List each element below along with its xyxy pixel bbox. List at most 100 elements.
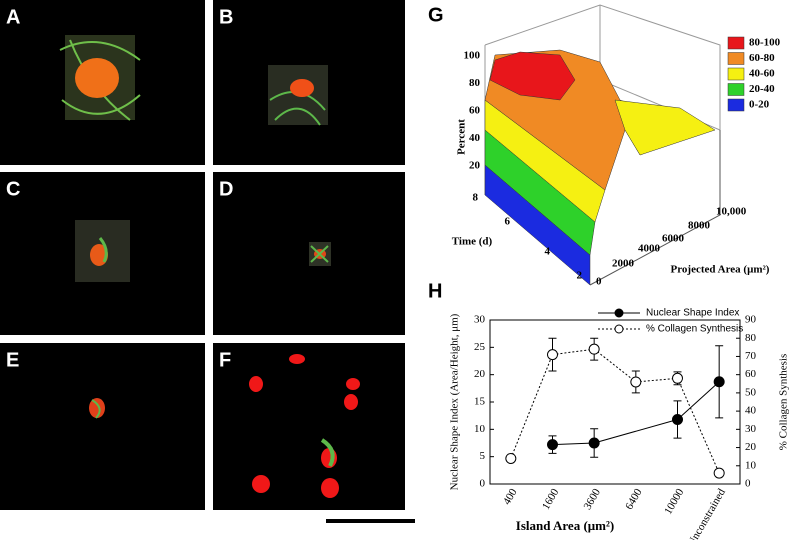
data-point <box>713 467 725 479</box>
x-tick-label: 3600 <box>582 486 604 511</box>
panel-label: G <box>428 4 444 26</box>
x-tick-label: 4000 <box>638 243 661 255</box>
x-tick-label: 1600 <box>540 486 562 511</box>
z-tick-label: 80 <box>469 77 481 89</box>
y-tick-label: 5 <box>480 450 486 462</box>
panel-f-image <box>213 343 405 510</box>
legend-label: 80-100 <box>749 37 781 49</box>
nucleus-e <box>89 398 105 418</box>
y2-tick-label: 70 <box>745 350 757 362</box>
y-tick-label: 4 <box>545 246 551 258</box>
y2-tick-label: 80 <box>745 332 757 344</box>
series-segment <box>677 381 720 420</box>
legend-swatch <box>727 83 745 96</box>
legend-label: Nuclear Shape Index <box>646 308 739 319</box>
surface-plot <box>484 4 721 286</box>
x-tick-label: 10,000 <box>716 206 747 218</box>
surface-peak <box>489 51 576 101</box>
y-tick-label: 30 <box>474 314 486 326</box>
y2-tick-label: 10 <box>745 459 757 471</box>
micrographs: A B C D E F G H <box>0 0 444 523</box>
fibers-f <box>320 438 335 467</box>
series-segment <box>552 442 595 446</box>
series-segment <box>552 348 595 356</box>
y-axis-label: Nuclear Shape Index (Area/Height, μm) <box>449 313 461 490</box>
series-segment <box>594 419 678 444</box>
legend-marker <box>614 308 624 318</box>
data-point <box>588 343 600 355</box>
x-tick-label: 6400 <box>623 486 645 511</box>
y-tick-label: 8 <box>473 192 479 204</box>
x-tick-label: 10000 <box>662 486 686 516</box>
panel-label: A <box>6 6 20 28</box>
data-point <box>672 372 683 384</box>
y2-tick-label: 50 <box>745 386 757 398</box>
panel-label: H <box>428 280 442 302</box>
nucleus-b <box>290 79 314 97</box>
panel-label: B <box>219 6 233 28</box>
z-tick-label: 60 <box>469 105 481 117</box>
x-axis-label: Projected Area (μm²) <box>671 264 770 276</box>
y2-tick-label: 30 <box>745 423 757 435</box>
panel-label: D <box>219 178 233 200</box>
legend-label: 40-60 <box>749 68 775 80</box>
plot-frame <box>489 319 741 485</box>
panel-e-image <box>0 343 205 510</box>
z-tick-label: 100 <box>464 50 481 62</box>
legend-marker <box>614 324 624 334</box>
y-tick-label: 2 <box>577 270 583 282</box>
fibers-c <box>98 237 108 263</box>
panel-label: C <box>6 178 20 200</box>
nucleus-a <box>75 58 119 98</box>
data-point <box>672 413 683 425</box>
series-segment <box>635 377 678 383</box>
plot-box-front <box>589 130 721 286</box>
legend-swatch <box>727 98 745 112</box>
data-point <box>547 349 558 361</box>
scale-bar <box>326 519 415 523</box>
y2-axis-label: % Collagen Synthesis <box>778 354 790 451</box>
y2-tick-label: 60 <box>745 368 757 380</box>
data-point <box>630 376 642 388</box>
legend-swatch <box>727 67 745 81</box>
series-segment <box>510 354 553 459</box>
legend-label: 20-40 <box>749 83 775 95</box>
x-tick-label: Unconstrained <box>685 486 728 540</box>
legend-label: 60-80 <box>749 52 775 64</box>
data-point <box>713 376 725 388</box>
x-axis-label: Island Area (μm²) <box>516 518 614 533</box>
series-segment <box>677 378 720 474</box>
x-tick-label: 400 <box>501 486 520 507</box>
y-tick-label: 10 <box>474 423 486 435</box>
panel-label: F <box>219 349 231 371</box>
x-tick-label: 8000 <box>688 220 711 232</box>
data-point <box>588 437 600 449</box>
y-tick-label: 6 <box>505 216 511 228</box>
data-point <box>505 452 517 464</box>
z-tick-label: 40 <box>469 132 481 144</box>
fibers-e <box>91 399 101 419</box>
y2-tick-label: 90 <box>745 314 757 326</box>
fibers-d <box>310 245 329 263</box>
legend-swatch <box>727 36 745 50</box>
data-point <box>547 439 558 451</box>
y-tick-label: 15 <box>474 396 486 408</box>
z-tick-label: 20 <box>469 160 481 172</box>
legend-label: % Collagen Synthesis <box>646 324 743 335</box>
panel-label: E <box>6 349 19 371</box>
y-axis-label: Time (d) <box>452 236 493 248</box>
legend-swatch <box>727 52 745 65</box>
y-tick-label: 0 <box>480 478 486 490</box>
series-segment <box>593 348 637 383</box>
x-tick-label: 0 <box>596 276 602 288</box>
z-axis-label: Percent <box>456 119 468 155</box>
y-tick-label: 20 <box>474 368 486 380</box>
y-tick-label: 25 <box>474 341 486 353</box>
y2-tick-label: 20 <box>745 441 757 453</box>
legend-label: 0-20 <box>749 99 770 111</box>
x-tick-label: 2000 <box>612 258 635 270</box>
y2-tick-label: 40 <box>745 405 757 417</box>
x-tick-label: 6000 <box>662 233 685 245</box>
y2-tick-label: 0 <box>745 478 751 490</box>
